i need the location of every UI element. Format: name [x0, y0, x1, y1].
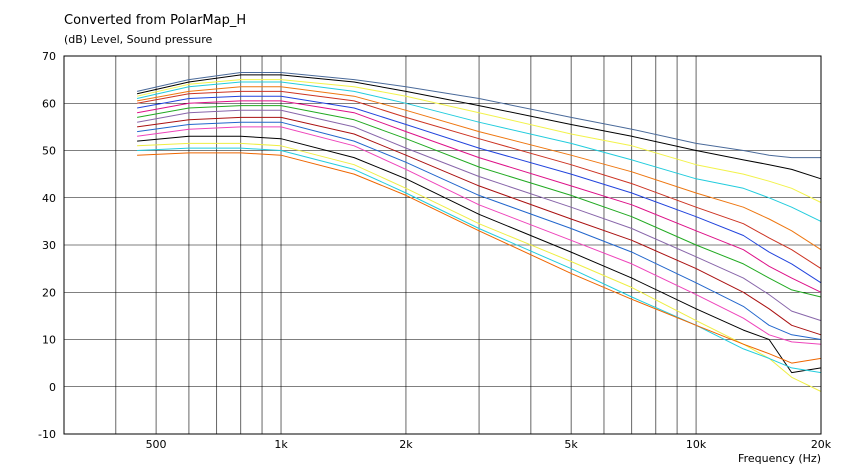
series-group [136, 72, 822, 392]
chart-title: Converted from PolarMap_H [64, 13, 246, 28]
x-tick-labels: 500 1k 2k 5k 10k 20k [146, 438, 832, 451]
series-line-14 [137, 135, 822, 374]
plot-frame [63, 55, 822, 435]
series-line-17 [137, 152, 822, 364]
y-tick-label: -10 [38, 428, 56, 441]
series-line-7 [137, 95, 822, 284]
series-line-13 [137, 126, 822, 345]
series-line-9 [137, 105, 822, 298]
x-tick-label: 20k [811, 438, 832, 451]
series-line-5 [137, 86, 822, 251]
series-line-2 [136, 74, 822, 180]
y-tick-label: 50 [42, 145, 56, 158]
series-line-16 [137, 147, 822, 374]
series-line-1 [136, 72, 821, 159]
series-line-6 [137, 90, 822, 270]
x-tick-label: 10k [686, 438, 707, 451]
y-tick-labels: -10 0 10 20 30 40 50 60 70 [38, 50, 56, 441]
y-tick-label: 20 [42, 286, 56, 299]
x-tick-label: 1k [274, 438, 288, 451]
y-axis-label: (dB) Level, Sound pressure [64, 33, 213, 46]
y-tick-label: 10 [42, 334, 56, 347]
y-tick-label: 40 [42, 192, 56, 205]
series-line-15 [137, 142, 822, 392]
y-tick-label: 0 [49, 381, 56, 394]
x-tick-label: 2k [399, 438, 413, 451]
x-tick-label: 5k [564, 438, 578, 451]
y-tick-label: 30 [42, 239, 56, 252]
y-tick-label: 70 [42, 50, 56, 63]
series-line-10 [137, 109, 822, 322]
x-axis-label: Frequency (Hz) [738, 452, 821, 465]
x-tick-label: 500 [146, 438, 167, 451]
y-tick-label: 60 [42, 97, 56, 110]
series-line-3 [136, 79, 822, 203]
series-line-4 [136, 81, 822, 222]
series-line-12 [137, 121, 822, 340]
series-line-8 [137, 100, 822, 293]
series-line-11 [137, 116, 822, 336]
